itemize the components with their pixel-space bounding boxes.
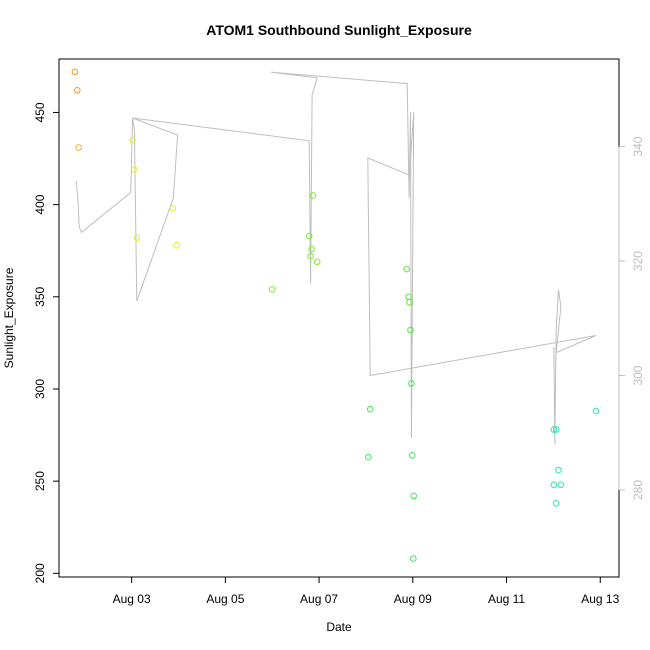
data-point-12 [309, 192, 317, 199]
data-point-29 [557, 481, 565, 489]
x-tick-label-2: Aug 07 [300, 592, 338, 606]
y-tick-label-0: 200 [33, 563, 47, 583]
data-point-25 [552, 426, 560, 433]
y-tick-label-1: 250 [33, 471, 47, 491]
x-tick-label-5: Aug 13 [581, 592, 619, 606]
data-point-23 [410, 555, 417, 562]
y2-tick-label-2: 320 [631, 251, 645, 271]
y-tick-label-4: 400 [33, 194, 47, 214]
data-point-6 [169, 205, 177, 212]
secondary-y-axis: 280 300 320 340 [618, 136, 645, 500]
x-axis: Aug 03 Aug 05 Aug 07 Aug 09 Aug 11 Aug 13 [113, 576, 620, 606]
data-point-14 [365, 453, 372, 461]
chart-title: ATOM1 Southbound Sunlight_Exposure [206, 22, 472, 38]
y2-tick-label-0: 280 [631, 480, 645, 500]
y-axis-label: Sunlight_Exposure [2, 267, 16, 368]
y2-tick-label-3: 340 [631, 136, 645, 156]
data-point-10 [307, 252, 314, 260]
y2-tick-label-1: 300 [631, 365, 645, 385]
x-tick-label-4: Aug 11 [488, 592, 525, 606]
data-point-2 [75, 144, 82, 151]
data-point-27 [552, 500, 560, 507]
data-point-8 [268, 286, 276, 293]
data-point-13 [313, 258, 321, 266]
x-tick-label-1: Aug 05 [206, 592, 244, 606]
data-point-5 [133, 234, 141, 242]
data-point-4 [131, 166, 138, 173]
data-point-7 [173, 241, 180, 249]
x-tick-label-3: Aug 09 [394, 592, 432, 606]
data-point-22 [410, 492, 418, 500]
y-tick-label-2: 300 [33, 379, 47, 399]
data-point-1 [74, 87, 81, 94]
data-points-layer [71, 68, 600, 562]
data-point-16 [403, 265, 411, 273]
data-point-19 [407, 326, 414, 334]
data-point-28 [555, 466, 562, 474]
data-point-9 [305, 232, 313, 240]
x-axis-label: Date [326, 620, 352, 634]
y-axis: 200 250 300 350 400 450 [33, 102, 60, 583]
data-point-11 [308, 245, 315, 253]
y-tick-label-5: 450 [33, 102, 47, 122]
y-tick-label-3: 350 [33, 286, 47, 306]
data-point-30 [592, 407, 600, 415]
data-point-21 [409, 452, 416, 459]
data-point-0 [71, 68, 79, 76]
data-point-3 [129, 136, 136, 144]
data-point-24 [550, 426, 558, 433]
x-tick-label-0: Aug 03 [113, 592, 151, 606]
data-point-15 [366, 405, 374, 413]
data-point-20 [408, 380, 415, 387]
plot-frame [58, 58, 620, 578]
trend-line-layer [75, 71, 597, 445]
data-point-26 [550, 481, 558, 489]
trend-line [75, 71, 597, 445]
data-point-18 [406, 299, 413, 306]
